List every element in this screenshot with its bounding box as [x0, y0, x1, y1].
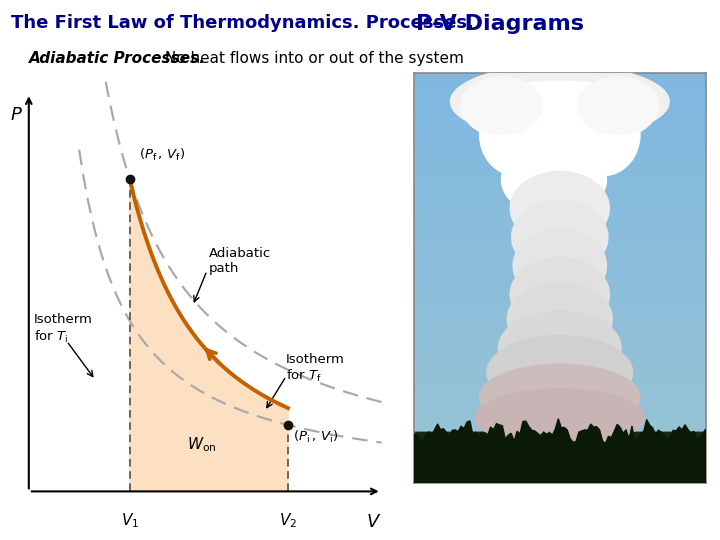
Ellipse shape — [461, 77, 542, 134]
Text: Isotherm
for $T_\mathsf{f}$: Isotherm for $T_\mathsf{f}$ — [287, 353, 345, 384]
Ellipse shape — [567, 93, 640, 176]
Ellipse shape — [487, 335, 633, 409]
Ellipse shape — [512, 200, 608, 274]
Text: $V_2$: $V_2$ — [279, 511, 297, 530]
Text: The First Law of Thermodynamics. Processes.: The First Law of Thermodynamics. Process… — [11, 14, 480, 31]
Ellipse shape — [451, 65, 669, 139]
Ellipse shape — [577, 77, 659, 134]
Text: Adiabatic Processes.: Adiabatic Processes. — [29, 51, 206, 66]
Ellipse shape — [465, 81, 654, 147]
Ellipse shape — [501, 110, 618, 184]
Ellipse shape — [510, 258, 609, 332]
Text: $V_1$: $V_1$ — [120, 511, 139, 530]
Text: Adiabatic
path: Adiabatic path — [209, 247, 271, 275]
Text: P-V Diagrams: P-V Diagrams — [416, 14, 584, 33]
Text: $(P_\mathsf{i}\,,\,V_\mathsf{i})$: $(P_\mathsf{i}\,,\,V_\mathsf{i})$ — [294, 429, 338, 445]
Ellipse shape — [480, 93, 552, 176]
Text: Isotherm
for $T_\mathsf{i}$: Isotherm for $T_\mathsf{i}$ — [35, 313, 93, 345]
Text: $(P_\mathsf{f}\,,\,V_\mathsf{f})$: $(P_\mathsf{f}\,,\,V_\mathsf{f})$ — [139, 147, 185, 163]
Polygon shape — [414, 418, 706, 483]
Ellipse shape — [510, 171, 609, 245]
Ellipse shape — [508, 282, 612, 356]
Ellipse shape — [501, 143, 606, 217]
Text: P: P — [11, 106, 22, 124]
Ellipse shape — [475, 389, 644, 447]
Ellipse shape — [513, 229, 606, 303]
Ellipse shape — [480, 364, 640, 430]
Ellipse shape — [498, 311, 621, 385]
Polygon shape — [130, 179, 288, 491]
Text: No heat flows into or out of the system: No heat flows into or out of the system — [160, 51, 464, 66]
Text: V: V — [366, 513, 379, 531]
Text: $W_\mathsf{on}$: $W_\mathsf{on}$ — [187, 436, 216, 454]
